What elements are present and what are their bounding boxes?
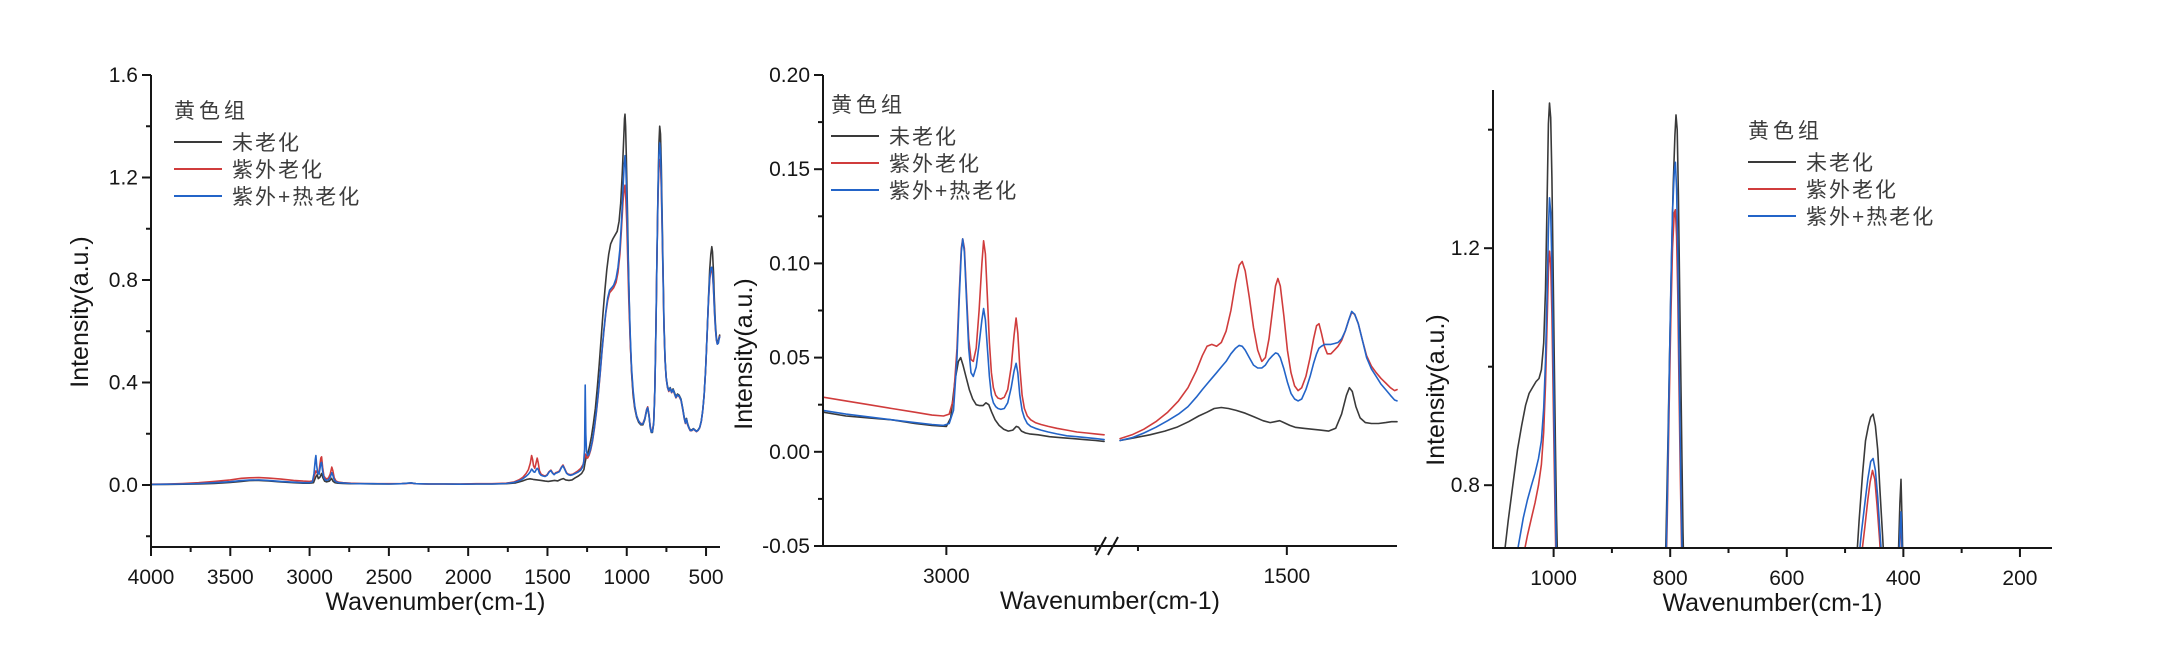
y-tick-label: -0.05 — [762, 535, 810, 558]
legend-item-label: 紫外+热老化 — [889, 179, 1019, 203]
legend-item-uv-heat-aged: 紫外+热老化 — [174, 182, 361, 209]
legend-item-label: 紫外老化 — [889, 152, 981, 176]
y-tick-label: 1.6 — [109, 64, 138, 87]
x-tick-label: 500 — [689, 566, 724, 589]
x-tick-label: 3000 — [923, 565, 970, 588]
legend-item-unaged: 未老化 — [174, 128, 361, 155]
legend-item-uv-heat-aged: 紫外+热老化 — [831, 176, 1018, 203]
x-tick-label: 2500 — [366, 566, 413, 589]
curve-unaged — [1504, 102, 1904, 547]
y-axis-title: Intensity(a.u.) — [66, 236, 94, 387]
legend-item-unaged: 未老化 — [831, 122, 1018, 149]
x-tick-label: 600 — [1769, 567, 1804, 590]
legend-item-uv-heat-aged: 紫外+热老化 — [1748, 202, 1935, 229]
x-tick-label: 4000 — [128, 566, 175, 589]
legend-chart2: 黄色组 未老化 紫外老化 紫外+热老化 — [831, 93, 1018, 203]
chart-zoom-low-intensity-broken-axis: -0.05 0.00 0.05 0.10 0.15 0.20 3000 1500 Wavenum… — [730, 64, 1398, 615]
unaged-line-swatch — [1748, 160, 1796, 163]
uv-aged-line-swatch — [831, 161, 879, 164]
curve-unaged — [1119, 386, 1398, 442]
y-tick-label: 0.05 — [769, 347, 810, 370]
x-tick-label: 2000 — [445, 566, 492, 589]
legend-item-uv-aged: 紫外老化 — [174, 155, 361, 182]
legend-item-label: 未老化 — [889, 125, 958, 149]
curves-group — [152, 113, 721, 486]
x-tick-label: 400 — [1886, 567, 1921, 590]
curve-uv-aged — [1119, 260, 1398, 440]
axis-frame — [1492, 90, 2052, 549]
legend-chart3: 黄色组 未老化 紫外老化 紫外+热老化 — [1748, 119, 1935, 229]
legend-item-label: 未老化 — [1806, 151, 1875, 175]
curve-uv-aged — [824, 238, 1105, 436]
x-tick-label: 1500 — [524, 566, 571, 589]
y-tick-label: 0.20 — [769, 64, 810, 87]
x-tick-label: 1000 — [1530, 567, 1577, 590]
curves-group — [824, 238, 1398, 443]
y-tick-label: 0.00 — [769, 441, 810, 464]
uv-heat-aged-line-swatch — [174, 194, 222, 197]
y-tick-label: 0.8 — [1451, 474, 1480, 497]
y-tick-label: 0.10 — [769, 252, 810, 275]
x-tick-label: 1000 — [603, 566, 650, 589]
legend-title: 黄色组 — [1748, 120, 1823, 143]
x-tick-label: 1500 — [1263, 565, 1310, 588]
legend-item-unaged: 未老化 — [1748, 148, 1935, 175]
y-axis-title: Intensity(a.u.) — [1422, 314, 1450, 465]
uv-aged-line-swatch — [174, 167, 222, 170]
x-tick-label: 3000 — [286, 566, 333, 589]
axis-break-mark — [1107, 536, 1119, 556]
legend-item-label: 紫外+热老化 — [1806, 205, 1936, 229]
curve-uv-heat-aged — [1119, 310, 1398, 442]
uv-heat-aged-line-swatch — [1748, 214, 1796, 217]
legend-item-label: 紫外老化 — [1806, 178, 1898, 202]
uv-aged-line-swatch — [1748, 187, 1796, 190]
legend-item-uv-aged: 紫外老化 — [1748, 175, 1935, 202]
legend-chart1: 黄色组 未老化 紫外老化 紫外+热老化 — [174, 99, 361, 209]
x-tick-label: 200 — [2002, 567, 2037, 590]
x-axis-title: Wavenumber(cm-1) — [1000, 587, 1220, 615]
unaged-line-swatch — [831, 134, 879, 137]
legend-title: 黄色组 — [831, 94, 906, 117]
y-tick-label: 1.2 — [1451, 237, 1480, 260]
unaged-line-swatch — [174, 140, 222, 143]
legend-title: 黄色组 — [174, 100, 249, 123]
x-axis-title: Wavenumber(cm-1) — [1663, 589, 1883, 617]
uv-heat-aged-line-swatch — [831, 188, 879, 191]
curve-uv-heat-aged — [152, 142, 721, 486]
legend-item-label: 紫外+热老化 — [232, 185, 362, 209]
chart-zoom-fingerprint-region: 0.8 1.2 1000 800 600 400 200 Wavenumber(cm-1) In… — [1422, 90, 2052, 617]
legend-item-label: 紫外老化 — [232, 158, 324, 182]
legend-item-uv-aged: 紫外老化 — [831, 149, 1018, 176]
curves-group — [1504, 102, 1904, 547]
y-tick-label: 0.8 — [109, 269, 138, 292]
chart-full-spectrum: 0.0 0.4 0.8 1.2 1.6 4000 3500 3000 2500 2000 1500 1… — [66, 64, 724, 616]
y-axis-title: Intensity(a.u.) — [730, 278, 758, 429]
curve-uv-heat-aged — [824, 238, 1105, 441]
legend-item-label: 未老化 — [232, 131, 301, 155]
x-tick-label: 3500 — [207, 566, 254, 589]
x-tick-label: 800 — [1653, 567, 1688, 590]
axis-break-mark — [1095, 536, 1107, 556]
y-tick-label: 0.15 — [769, 158, 810, 181]
y-tick-label: 0.4 — [109, 371, 139, 394]
curve-uv-heat-aged — [1517, 161, 1903, 547]
y-tick-label: 0.0 — [109, 474, 138, 497]
x-axis-title: Wavenumber(cm-1) — [326, 588, 546, 616]
y-tick-label: 1.2 — [109, 166, 138, 189]
